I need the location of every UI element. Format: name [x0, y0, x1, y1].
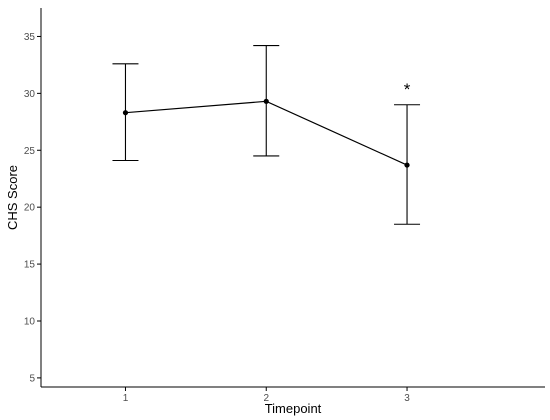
y-tick-label: 10 — [24, 316, 36, 327]
x-ticks: 1 2 3 — [123, 387, 410, 404]
plot-area: * — [112, 45, 421, 225]
data-point — [263, 98, 269, 104]
data-point — [404, 162, 410, 168]
data-point — [122, 110, 129, 116]
significance-annotation: * — [404, 80, 411, 99]
x-axis-title: Timepoint — [265, 401, 322, 416]
y-tick-label: 30 — [24, 89, 36, 100]
y-axis-title: CHS Score — [5, 165, 20, 230]
x-tick-label: 3 — [404, 393, 410, 404]
y-tick-label: 5 — [29, 373, 35, 384]
axes — [40, 8, 545, 388]
x-tick-label: 1 — [123, 393, 129, 404]
y-tick-label: 15 — [24, 260, 36, 271]
y-ticks: 5 10 15 20 25 30 35 — [24, 32, 41, 384]
x-tick-label: 2 — [263, 393, 269, 404]
y-tick-label: 25 — [24, 146, 36, 157]
y-tick-label: 20 — [24, 203, 36, 214]
y-tick-label: 35 — [24, 32, 36, 43]
